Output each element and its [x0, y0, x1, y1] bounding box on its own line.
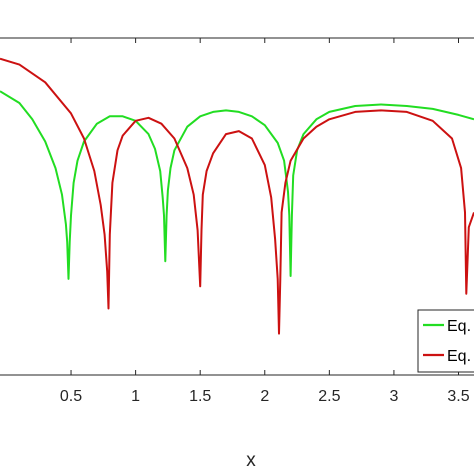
x-tick-label: 3.5 [447, 388, 469, 405]
x-tick-label: 1.5 [189, 388, 211, 405]
series-line-2 [0, 57, 474, 335]
x-tick-label: 2 [260, 388, 269, 405]
legend: Eq. Eq. [417, 309, 474, 373]
legend-label-series-2: Eq. [447, 348, 471, 365]
legend-label-series-1: Eq. [447, 318, 471, 335]
x-axis-title: x [246, 450, 256, 471]
x-axis-ticks: 0.5 1 1.5 2 2.5 3 3.5 [60, 38, 470, 405]
series-layer [0, 57, 474, 335]
legend-box [417, 309, 474, 373]
plot-area [0, 38, 474, 375]
plot-clip-group [0, 57, 474, 335]
x-tick-label: 3 [389, 388, 398, 405]
x-tick-label: 0.5 [60, 388, 82, 405]
x-tick-label: 1 [131, 388, 140, 405]
x-tick-label: 2.5 [318, 388, 340, 405]
